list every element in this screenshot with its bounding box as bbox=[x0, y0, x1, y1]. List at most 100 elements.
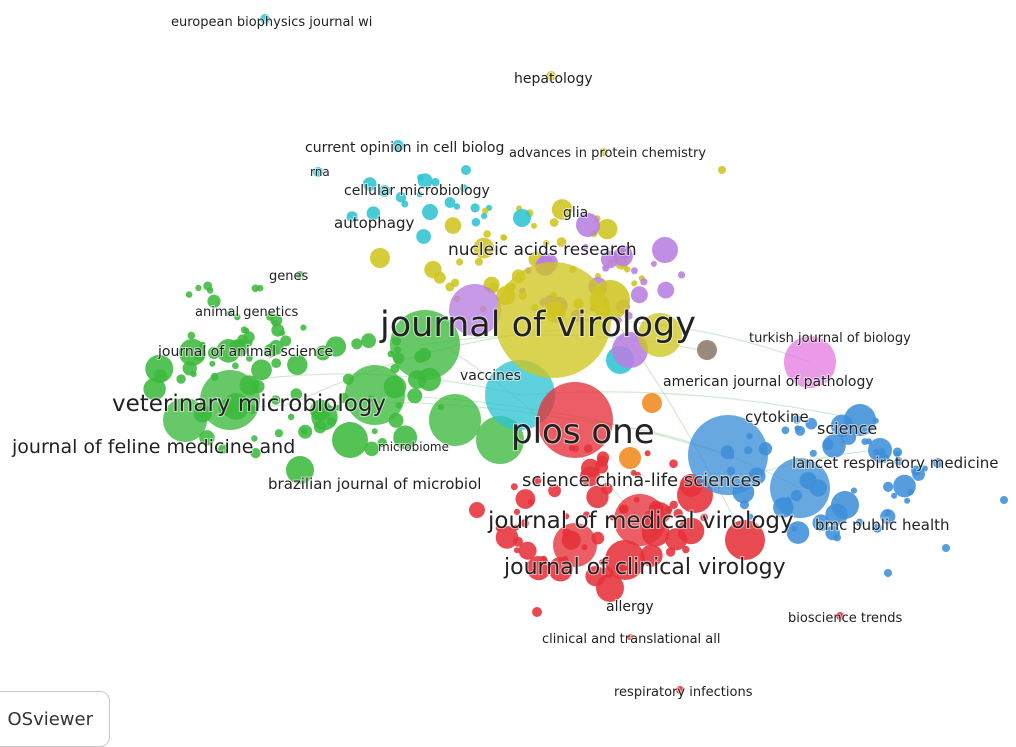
network-node-yellow[interactable] bbox=[631, 280, 638, 287]
network-node-green[interactable] bbox=[143, 377, 166, 401]
network-node-blue[interactable] bbox=[855, 518, 864, 527]
network-node-red[interactable] bbox=[586, 485, 609, 509]
network-node-red[interactable] bbox=[677, 517, 705, 545]
label-current-opinion-in-cell-biolog[interactable]: current opinion in cell biolog bbox=[304, 139, 505, 157]
network-node-blue[interactable] bbox=[893, 474, 916, 498]
network-node-yellow[interactable] bbox=[445, 282, 455, 292]
network-node-green[interactable] bbox=[361, 333, 376, 349]
network-node-cyan[interactable] bbox=[260, 14, 270, 24]
network-node-cyan[interactable] bbox=[395, 191, 407, 203]
network-node-blue[interactable] bbox=[850, 487, 858, 494]
network-node-blue[interactable] bbox=[894, 457, 903, 466]
network-node-blue[interactable] bbox=[868, 438, 892, 462]
network-node-cyan[interactable] bbox=[362, 177, 377, 192]
label-allergy[interactable]: allergy bbox=[605, 598, 655, 616]
network-node-green[interactable] bbox=[243, 331, 255, 343]
network-node-blue[interactable] bbox=[891, 492, 898, 499]
network-node-cyan[interactable] bbox=[444, 197, 456, 208]
network-node-red[interactable] bbox=[582, 511, 590, 519]
network-node-green[interactable] bbox=[334, 404, 341, 411]
network-node-green[interactable] bbox=[250, 448, 261, 459]
label-vaccines[interactable]: vaccines bbox=[459, 367, 522, 385]
label-european-biophysics-journal[interactable]: european biophysics journal wi bbox=[170, 14, 373, 31]
network-node-green[interactable] bbox=[300, 324, 307, 331]
network-node-orange[interactable] bbox=[619, 447, 641, 469]
network-node-red[interactable] bbox=[548, 484, 561, 498]
network-node-yellow[interactable] bbox=[500, 234, 507, 241]
network-node-purple[interactable] bbox=[640, 278, 648, 286]
label-journal-of-animal-science[interactable]: journal of animal science bbox=[156, 343, 334, 361]
network-node-purple[interactable] bbox=[613, 246, 633, 267]
network-node-blue[interactable] bbox=[822, 434, 846, 458]
label-advances-in-protein-chemistry[interactable]: advances in protein chemistry bbox=[508, 145, 707, 162]
network-node-green[interactable] bbox=[195, 284, 202, 292]
network-node-green[interactable] bbox=[251, 359, 272, 381]
network-node-green[interactable] bbox=[407, 388, 423, 404]
network-node-yellow[interactable] bbox=[549, 218, 559, 227]
network-node-green[interactable] bbox=[240, 326, 248, 334]
network-node-red[interactable] bbox=[513, 508, 521, 515]
label-genes[interactable]: genes bbox=[268, 268, 309, 285]
label-glia[interactable]: glia bbox=[562, 204, 589, 222]
network-node-green[interactable] bbox=[290, 388, 303, 400]
network-node-green[interactable] bbox=[280, 335, 292, 347]
network-node-red[interactable] bbox=[627, 634, 633, 640]
network-node-green[interactable] bbox=[271, 395, 281, 405]
network-node-red[interactable] bbox=[515, 489, 536, 509]
network-node-blue[interactable] bbox=[805, 417, 818, 430]
label-hepatology[interactable]: hepatology bbox=[513, 70, 594, 88]
network-node-red[interactable] bbox=[553, 523, 597, 567]
network-node-green[interactable] bbox=[185, 291, 193, 298]
network-node-red[interactable] bbox=[563, 513, 570, 520]
network-node-yellow[interactable] bbox=[543, 239, 550, 247]
network-node-green[interactable] bbox=[271, 323, 285, 337]
network-node-purple[interactable] bbox=[449, 284, 501, 336]
network-node-green[interactable] bbox=[145, 354, 174, 383]
network-node-yellow[interactable] bbox=[456, 258, 464, 266]
network-node-red[interactable] bbox=[520, 519, 529, 528]
network-node-yellow[interactable] bbox=[531, 222, 537, 229]
network-node-red[interactable] bbox=[644, 450, 651, 457]
network-node-purple[interactable] bbox=[650, 260, 657, 267]
network-node-green[interactable] bbox=[393, 425, 418, 450]
label-cellular-microbiology[interactable]: cellular microbiology bbox=[343, 182, 491, 200]
network-node-orange[interactable] bbox=[642, 393, 662, 413]
network-node-green[interactable] bbox=[298, 424, 313, 439]
network-node-green[interactable] bbox=[325, 336, 347, 357]
network-node-blue[interactable] bbox=[795, 425, 806, 436]
label-journal-of-virology[interactable]: journal of virology bbox=[378, 304, 697, 346]
label-plos-one[interactable]: plos one bbox=[510, 411, 656, 453]
network-node-green[interactable] bbox=[163, 398, 207, 442]
network-node-green[interactable] bbox=[187, 331, 196, 340]
network-node-yellow[interactable] bbox=[482, 207, 489, 214]
network-node-red[interactable] bbox=[634, 471, 641, 478]
label-journal-of-medical-virology[interactable]: journal of medical virology bbox=[486, 507, 795, 535]
label-autophagy[interactable]: autophagy bbox=[333, 213, 415, 233]
label-animal-genetics[interactable]: animal genetics bbox=[194, 304, 300, 321]
network-node-blue[interactable] bbox=[921, 465, 928, 472]
label-microbiome[interactable]: microbiome bbox=[377, 439, 450, 455]
label-brazilian-journal-of-microbiol[interactable]: brazilian journal of microbiol bbox=[267, 474, 482, 494]
network-node-green[interactable] bbox=[251, 435, 258, 442]
network-node-blue[interactable] bbox=[904, 497, 911, 504]
network-node-blue[interactable] bbox=[883, 481, 894, 492]
network-node-red[interactable] bbox=[596, 574, 624, 602]
network-node-green[interactable] bbox=[271, 358, 282, 368]
network-node-red[interactable] bbox=[640, 544, 663, 567]
network-node-green[interactable] bbox=[364, 441, 380, 457]
network-node-red[interactable] bbox=[725, 520, 765, 560]
network-node-green[interactable] bbox=[218, 444, 228, 454]
network-node-green[interactable] bbox=[429, 394, 481, 446]
network-node-red[interactable] bbox=[510, 483, 518, 491]
label-bioscience-trends[interactable]: bioscience trends bbox=[787, 610, 904, 627]
network-node-green[interactable] bbox=[311, 403, 338, 431]
network-node-cyan[interactable] bbox=[422, 204, 438, 220]
network-node-yellow[interactable] bbox=[473, 237, 495, 259]
network-node-purple[interactable] bbox=[630, 286, 648, 304]
label-bmc-public-health[interactable]: bmc public health bbox=[814, 515, 951, 535]
network-node-green[interactable] bbox=[390, 310, 460, 380]
network-node-green[interactable] bbox=[176, 374, 186, 384]
network-node-red[interactable] bbox=[596, 451, 610, 464]
network-node-gray[interactable] bbox=[697, 340, 717, 360]
network-node-blue[interactable] bbox=[781, 426, 790, 435]
